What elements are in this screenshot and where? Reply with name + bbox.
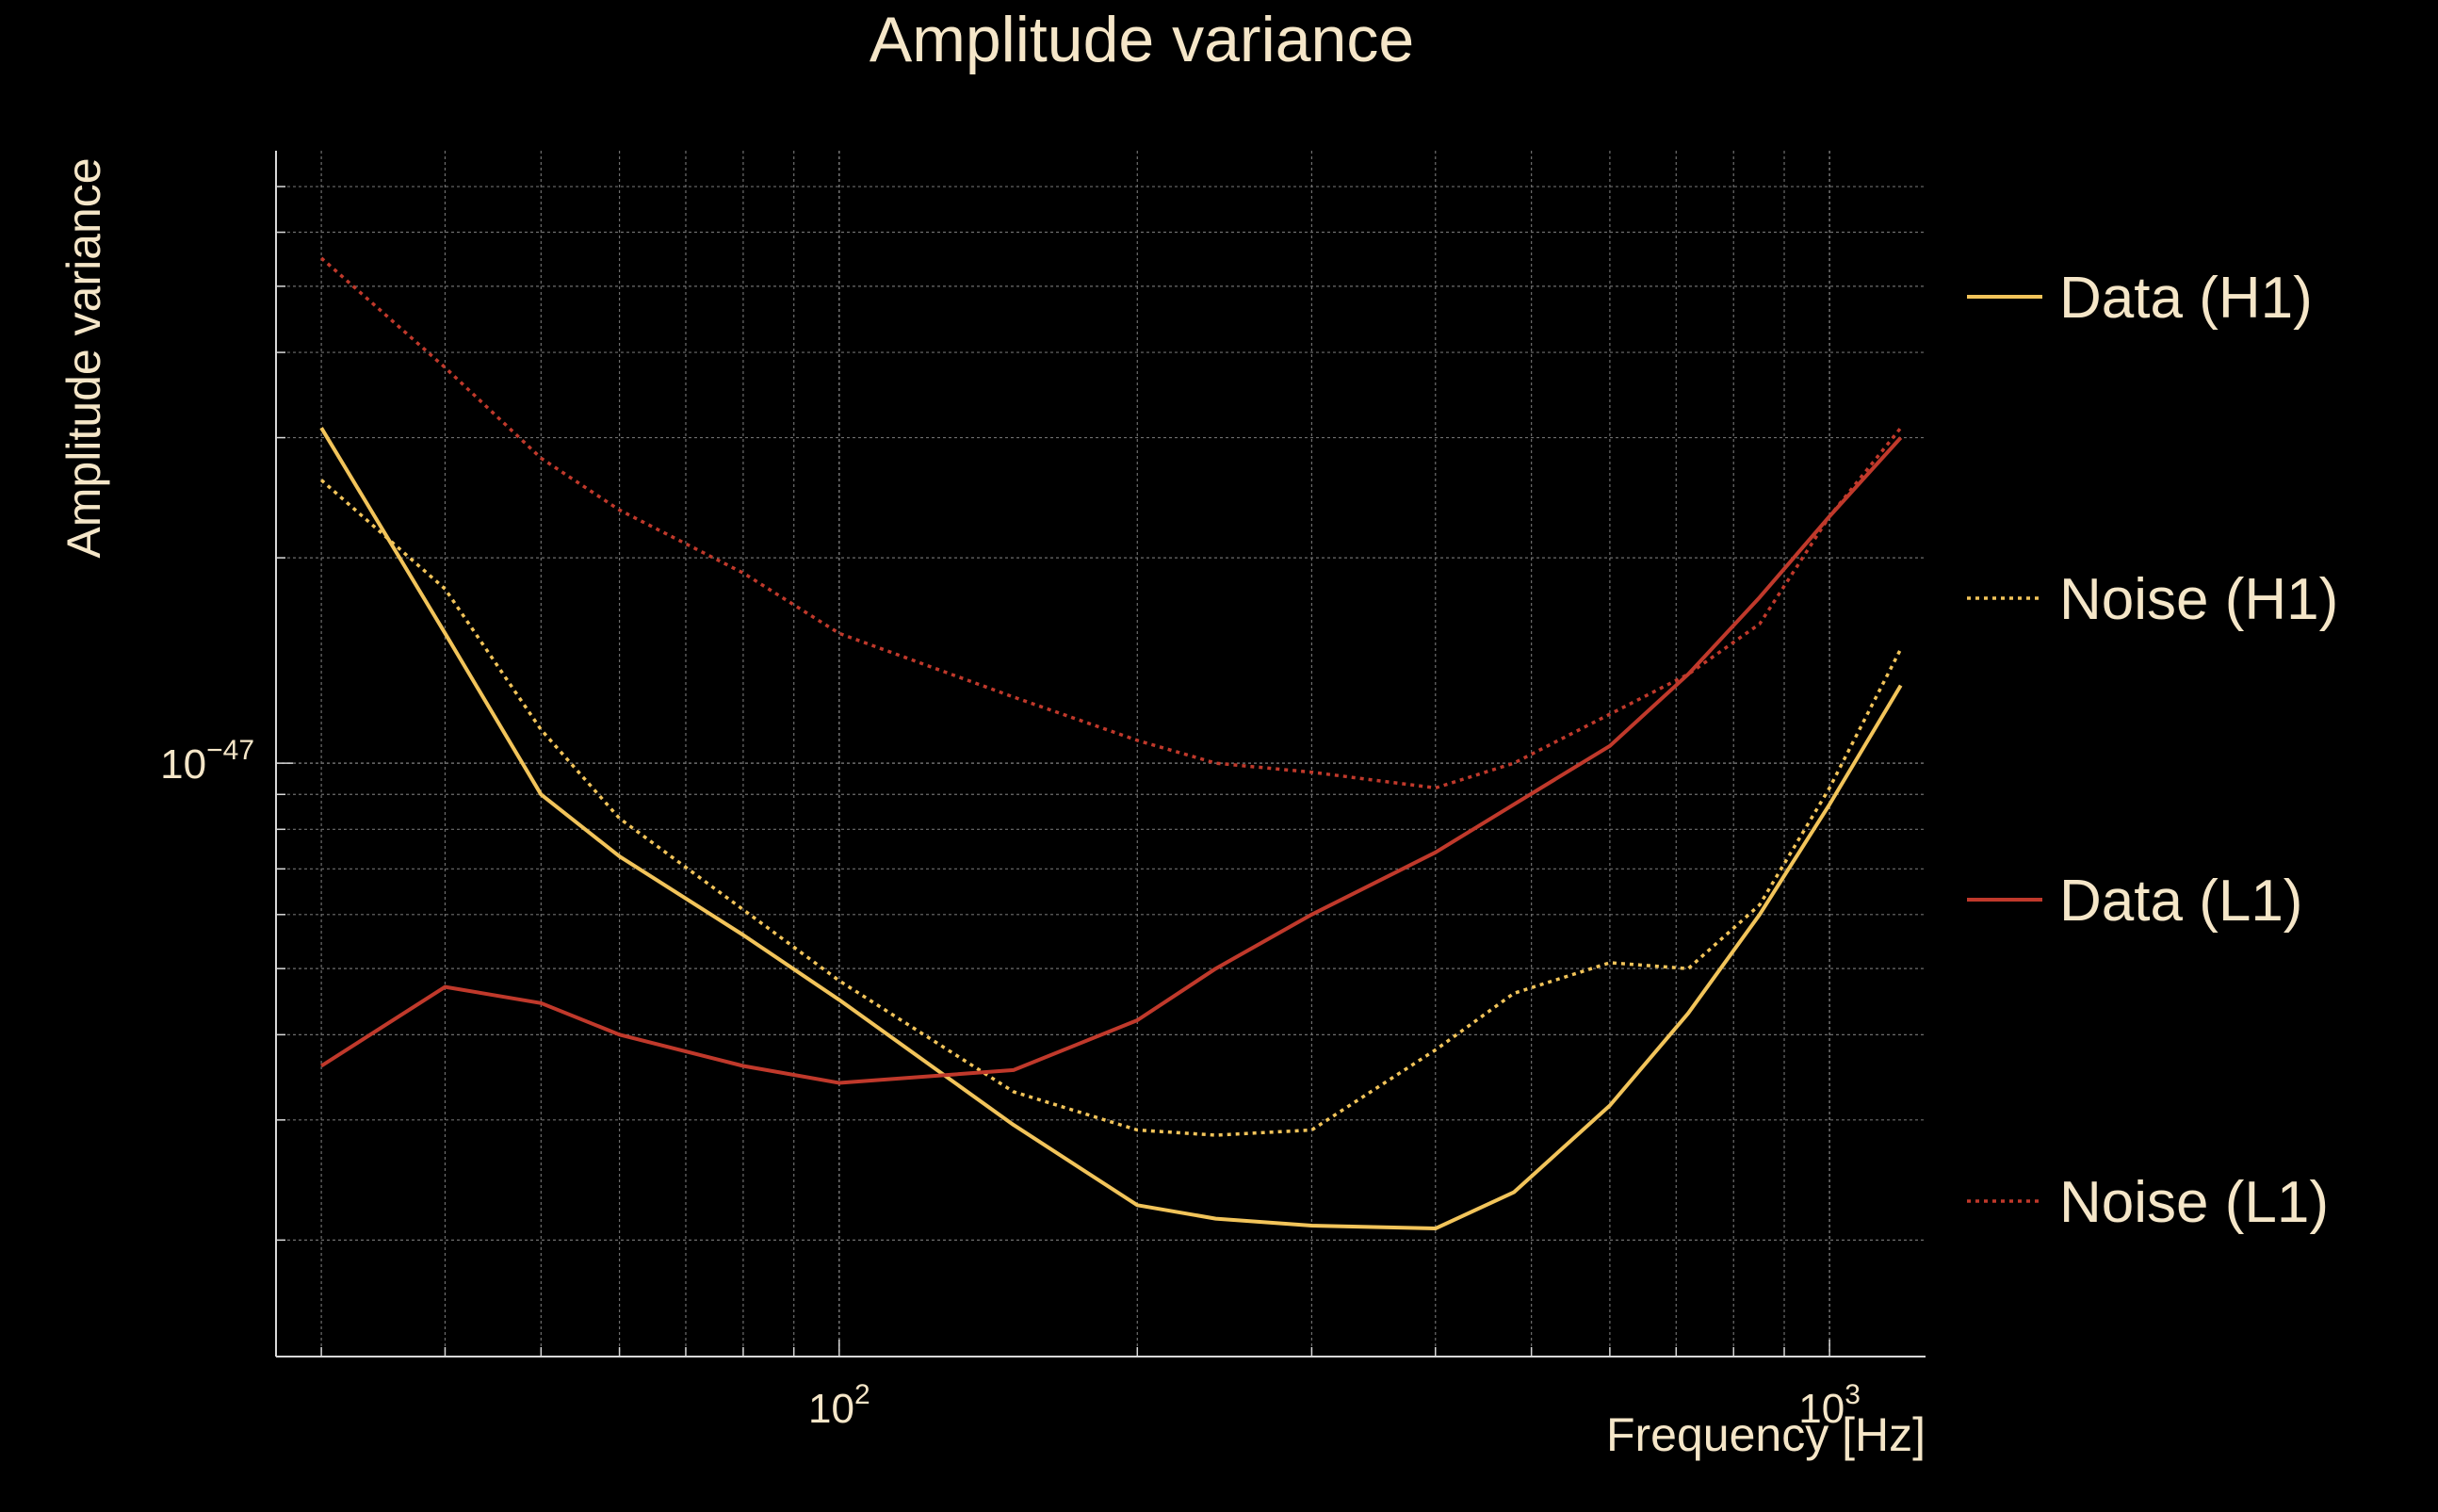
legend: Data (H1) Noise (H1) Data (L1) Noise (L1) <box>1967 266 2338 1235</box>
series-line-data-h1 <box>319 427 1903 1230</box>
axes <box>275 151 1926 1358</box>
x-axis-label: Frequency [Hz] <box>1606 1408 1926 1461</box>
legend-label: Data (H1) <box>2059 266 2313 331</box>
y-axis-label: Amplitude variance <box>57 157 110 558</box>
legend-label: Noise (L1) <box>2059 1170 2329 1235</box>
plot-series <box>319 256 1903 1230</box>
series-line-data-l1 <box>320 436 1903 1085</box>
series-line-noise-l1 <box>319 256 1903 790</box>
chart-title: Amplitude variance <box>870 4 1414 75</box>
grid-lines <box>276 151 1926 1357</box>
legend-label: Noise (H1) <box>2059 567 2338 632</box>
legend-label: Data (L1) <box>2059 869 2302 934</box>
